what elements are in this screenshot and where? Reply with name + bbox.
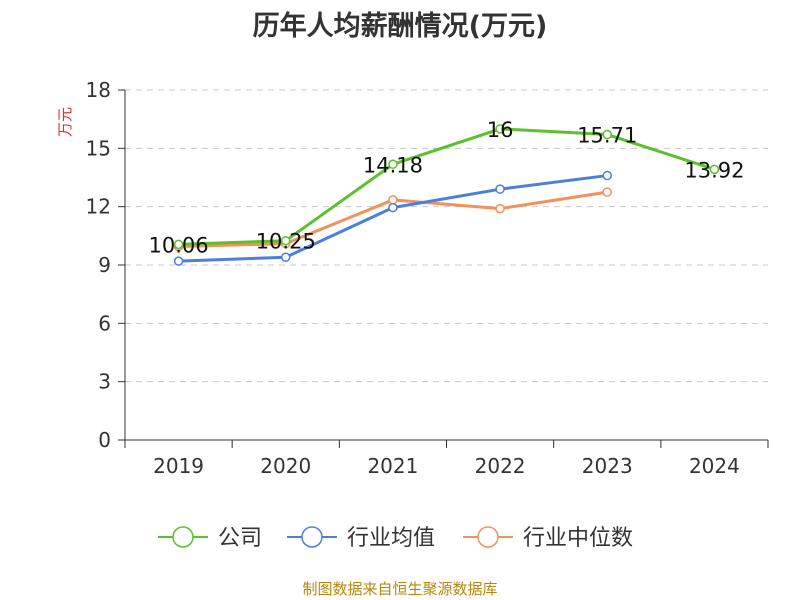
legend-marker[interactable] xyxy=(172,526,194,548)
data-point[interactable] xyxy=(495,124,505,134)
data-point[interactable] xyxy=(602,170,612,181)
data-point[interactable] xyxy=(388,195,398,205)
x-tick-label: 2020 xyxy=(260,454,311,478)
legend-marker[interactable] xyxy=(477,526,499,548)
data-point[interactable] xyxy=(709,164,720,175)
source-note: 制图数据来自恒生聚源数据库 xyxy=(302,580,498,598)
data-point[interactable] xyxy=(281,252,291,262)
data-point[interactable] xyxy=(602,129,612,140)
x-tick-label: 2021 xyxy=(367,454,418,478)
y-tick-label: 12 xyxy=(86,195,111,219)
y-tick-label: 9 xyxy=(98,253,111,277)
data-point[interactable] xyxy=(602,187,612,197)
data-label: 16 xyxy=(487,118,514,142)
data-point[interactable] xyxy=(495,184,505,194)
x-tick-label: 2023 xyxy=(582,454,633,478)
data-label: 15.71 xyxy=(577,124,637,148)
y-tick-label: 18 xyxy=(86,78,111,102)
chart-title: 历年人均薪酬情况(万元) xyxy=(252,11,548,42)
data-point[interactable] xyxy=(173,239,184,250)
x-tick-label: 2019 xyxy=(153,454,204,478)
legend-label[interactable]: 行业中位数 xyxy=(523,526,633,551)
data-point[interactable] xyxy=(281,235,291,246)
y-tick-label: 0 xyxy=(98,428,111,452)
series-line-0 xyxy=(178,127,715,246)
y-tick-label: 6 xyxy=(98,311,111,335)
x-tick-label: 2022 xyxy=(475,454,526,478)
y-tick-label: 3 xyxy=(98,370,111,394)
y-axis-label: 万元 xyxy=(56,107,74,137)
data-point[interactable] xyxy=(173,256,184,266)
data-label: 10.06 xyxy=(149,233,209,257)
data-point[interactable] xyxy=(388,202,398,213)
series-line-1 xyxy=(178,174,608,263)
data-label: 10.25 xyxy=(256,230,316,254)
data-point[interactable] xyxy=(495,203,505,214)
y-tick-label: 15 xyxy=(86,136,111,160)
data-point[interactable] xyxy=(388,159,398,170)
legend-label[interactable]: 公司 xyxy=(218,526,262,551)
x-tick-label: 2024 xyxy=(689,454,740,478)
legend-label[interactable]: 行业均值 xyxy=(347,526,435,551)
legend-marker[interactable] xyxy=(301,526,323,548)
data-label: 13.92 xyxy=(684,158,744,182)
data-label: 14.18 xyxy=(363,153,423,177)
